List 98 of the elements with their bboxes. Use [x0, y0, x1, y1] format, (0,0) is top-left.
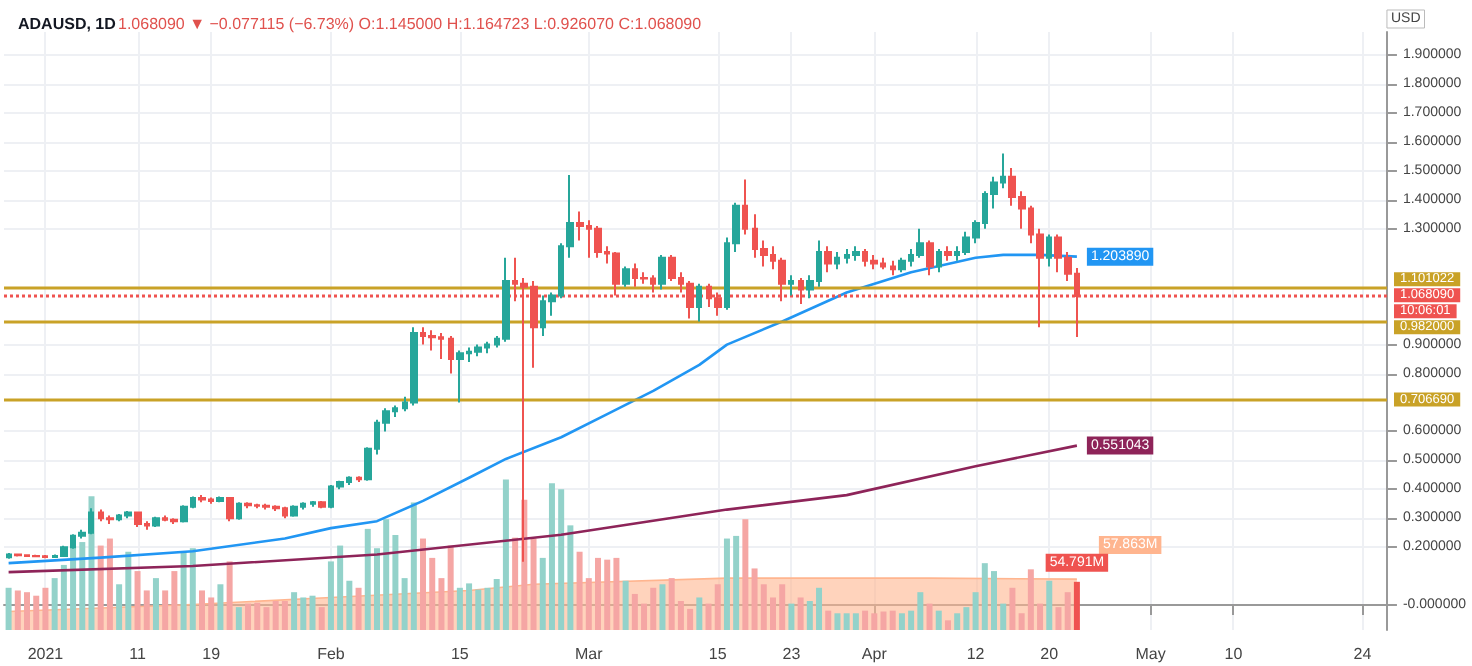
- candlestick: [474, 343, 482, 358]
- bar: [852, 613, 859, 630]
- candlestick: [890, 259, 896, 277]
- bar: [5, 587, 12, 630]
- bar: [447, 545, 454, 630]
- candlestick: [310, 499, 316, 508]
- bar: [944, 620, 951, 630]
- bar: [226, 561, 233, 630]
- x-tick-label: 20: [1040, 645, 1060, 663]
- candlestick: [1046, 233, 1052, 268]
- candlestick: [898, 256, 906, 274]
- candlestick: [944, 245, 952, 262]
- bar: [502, 479, 509, 630]
- bar: [281, 600, 288, 630]
- bar: [834, 613, 841, 630]
- candlestick: [124, 510, 132, 520]
- bar: [530, 538, 537, 630]
- candlestick: [236, 501, 242, 521]
- bar: [152, 578, 159, 630]
- candlestick: [198, 494, 206, 504]
- bar: [1064, 592, 1071, 630]
- chart-title: ADAUSD, 1D: [18, 15, 117, 33]
- candlestick: [448, 334, 454, 375]
- candlestick: [926, 239, 934, 277]
- bar: [291, 592, 298, 630]
- candlestick: [936, 248, 942, 274]
- bar: [788, 603, 795, 630]
- x-tick-label: Feb: [317, 645, 346, 663]
- bar: [889, 610, 896, 630]
- bar: [420, 538, 427, 630]
- bar: [318, 607, 325, 630]
- candlestick: [290, 504, 298, 518]
- x-tick-label: 15: [450, 645, 470, 663]
- candlestick: [180, 504, 188, 524]
- candlestick: [834, 250, 840, 271]
- bar: [309, 595, 316, 630]
- candlestick: [622, 265, 630, 288]
- candlestick: [410, 326, 418, 407]
- x-tick-label: 2021: [27, 645, 65, 663]
- bar: [742, 519, 749, 630]
- candlestick: [594, 224, 602, 259]
- candlestick: [696, 282, 702, 323]
- candlestick: [216, 495, 224, 504]
- x-tick-label: 10: [1224, 645, 1244, 663]
- candlestick: [106, 514, 114, 526]
- bar: [797, 597, 804, 630]
- x-tick-label: 23: [782, 645, 802, 663]
- bar: [954, 613, 961, 630]
- bar: [355, 587, 362, 630]
- candlestick: [870, 253, 878, 271]
- bar: [935, 610, 942, 630]
- x-tick-label: 15: [708, 645, 728, 663]
- candlestick: [824, 245, 832, 274]
- bar: [926, 603, 933, 630]
- bar: [862, 610, 869, 630]
- candlestick: [456, 349, 464, 404]
- candlestick: [318, 499, 326, 510]
- candlestick: [916, 227, 924, 259]
- x-tick-label: Mar: [575, 645, 604, 663]
- x-tick-label: 19: [202, 645, 222, 663]
- bar: [1009, 587, 1016, 630]
- chart-subtitle: 1.068090 ▼ −0.077115 (−6.73%) O:1.145000 H:1.164723 L:0.926070 C:1.068090: [118, 15, 703, 33]
- bar: [1046, 580, 1053, 630]
- candlestick: [356, 475, 362, 484]
- candlestick: [134, 510, 142, 528]
- bar: [106, 538, 113, 630]
- bar: [825, 610, 832, 630]
- bar: [245, 603, 252, 630]
- x-tick-label: 24: [1353, 645, 1373, 663]
- bar: [189, 548, 196, 630]
- candlestick: [226, 496, 234, 523]
- bar: [714, 584, 721, 630]
- bar: [696, 597, 703, 630]
- candlestick: [742, 178, 748, 236]
- candlestick: [612, 250, 620, 297]
- bar: [659, 584, 666, 630]
- candlestick: [14, 552, 22, 558]
- candlestick: [788, 274, 794, 297]
- bar: [235, 607, 242, 630]
- candlestick: [428, 329, 436, 352]
- bar: [1055, 607, 1062, 630]
- candlestick: [852, 245, 860, 262]
- candlestick: [170, 517, 178, 526]
- candlestick: [244, 501, 252, 510]
- candlestick: [502, 256, 510, 343]
- candlestick: [32, 553, 40, 559]
- x-tick-label: 12: [966, 645, 986, 663]
- bar: [1073, 581, 1080, 630]
- candlestick: [152, 515, 160, 528]
- candlestick: [6, 552, 12, 560]
- bar: [217, 584, 224, 630]
- candlestick: [658, 253, 666, 291]
- x-tick-label: Apr: [861, 645, 888, 663]
- x-tick-label: May: [1135, 645, 1166, 663]
- x-tick-label: 11: [129, 645, 147, 663]
- candlestick: [640, 271, 648, 285]
- bar: [622, 580, 629, 630]
- bar: [410, 502, 417, 630]
